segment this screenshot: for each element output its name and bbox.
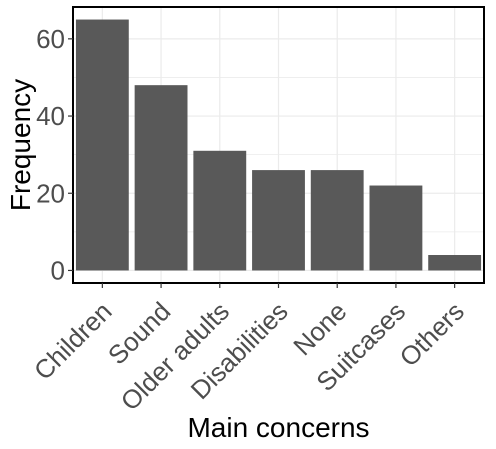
bar (369, 185, 423, 271)
bar (310, 170, 364, 271)
y-tick-label: 60 (36, 24, 65, 54)
x-tick-label: Children (28, 296, 118, 386)
y-tick-label: 40 (36, 101, 65, 131)
x-tick-label: Others (393, 296, 469, 372)
y-axis-title: Frequency (5, 79, 36, 211)
x-axis-title: Main concerns (187, 412, 369, 443)
bar (75, 19, 129, 271)
bar (193, 150, 247, 271)
y-tick-label: 20 (36, 178, 65, 208)
bar (428, 255, 482, 271)
bar (252, 170, 305, 271)
bars (75, 19, 482, 271)
y-tick-label: 0 (51, 255, 65, 285)
y-axis: 0 20 40 60 (36, 24, 73, 285)
bar (134, 85, 188, 271)
